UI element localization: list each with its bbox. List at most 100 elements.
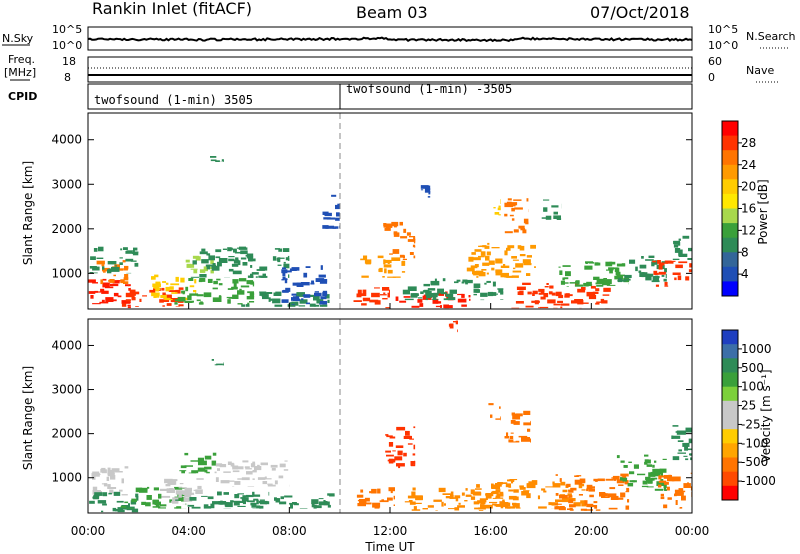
heatmap-cell xyxy=(651,477,657,480)
heatmap-cell xyxy=(465,494,472,497)
heatmap-cell xyxy=(606,284,616,286)
heatmap-cell xyxy=(513,489,519,493)
heatmap-cell xyxy=(655,275,659,279)
heatmap-cell xyxy=(272,256,277,261)
heatmap-cell xyxy=(120,279,125,284)
heatmap-cell xyxy=(660,496,665,500)
heatmap-cell xyxy=(191,470,199,474)
heatmap-cell xyxy=(259,291,267,293)
heatmap-cell xyxy=(260,462,268,466)
heatmap-cell xyxy=(644,454,649,457)
heatmap-cell xyxy=(466,267,475,272)
heatmap-cell xyxy=(185,300,194,303)
colorbar-swatch xyxy=(722,400,738,416)
heatmap-cell xyxy=(268,491,270,496)
heatmap-cell xyxy=(596,285,604,287)
y-tick-label: 2000 xyxy=(51,222,82,236)
heatmap-cell xyxy=(530,244,536,249)
y-tick-label: 3000 xyxy=(51,383,82,397)
freq-ytick-bottom: 8 xyxy=(64,71,71,84)
heatmap-cell xyxy=(568,500,574,504)
heatmap-cell xyxy=(111,266,120,272)
heatmap-cell xyxy=(394,456,403,461)
heatmap-cell xyxy=(91,472,100,477)
heatmap-cell xyxy=(187,504,195,507)
heatmap-cell xyxy=(595,302,600,305)
heatmap-cell xyxy=(245,254,251,257)
heatmap-cell xyxy=(155,286,159,292)
heatmap-cell xyxy=(174,486,183,490)
heatmap-cell xyxy=(112,280,120,284)
heatmap-cell xyxy=(395,296,399,301)
heatmap-cell xyxy=(654,460,657,463)
velocity-heatmap xyxy=(89,320,692,513)
colorbar-tick-label: 28 xyxy=(741,136,756,150)
heatmap-cell xyxy=(403,296,411,298)
heatmap-cell xyxy=(392,276,401,278)
heatmap-cell xyxy=(532,290,538,295)
heatmap-cell xyxy=(282,267,286,270)
heatmap-cell xyxy=(161,287,165,291)
heatmap-cell xyxy=(372,502,381,508)
heatmap-cell xyxy=(584,265,593,270)
heatmap-cell xyxy=(274,304,283,307)
heatmap-cell xyxy=(92,486,98,492)
heatmap-cell xyxy=(309,303,316,307)
heatmap-cell xyxy=(478,255,485,258)
heatmap-cell xyxy=(478,272,486,277)
heatmap-cell xyxy=(445,496,454,499)
heatmap-cell xyxy=(305,266,311,268)
heatmap-cell xyxy=(435,305,441,308)
heatmap-cell xyxy=(123,247,128,250)
heatmap-cell xyxy=(283,278,288,280)
heatmap-cell xyxy=(605,261,613,267)
heatmap-cell xyxy=(420,185,429,189)
heatmap-cell xyxy=(468,295,471,298)
heatmap-cell xyxy=(234,494,240,499)
heatmap-cell xyxy=(200,301,203,305)
freq-strip: Freq. [MHz] 18 8 60 0 Nave xyxy=(4,53,778,84)
heatmap-cell xyxy=(481,269,487,271)
heatmap-cell xyxy=(677,241,681,246)
heatmap-cell xyxy=(445,293,454,297)
heatmap-cell xyxy=(207,496,214,500)
colorbar-swatch xyxy=(722,330,738,345)
heatmap-cell xyxy=(184,494,192,497)
heatmap-cell xyxy=(318,501,325,506)
heatmap-cell xyxy=(512,415,521,420)
heatmap-cell xyxy=(393,495,395,500)
heatmap-cell xyxy=(476,492,482,494)
heatmap-cell xyxy=(559,478,562,482)
heatmap-cell xyxy=(526,255,532,258)
y-tick-label: 3000 xyxy=(51,177,82,191)
heatmap-cell xyxy=(485,493,492,497)
heatmap-cell xyxy=(569,282,578,284)
colorbar-tick-label: 1000 xyxy=(741,342,772,356)
heatmap-cell xyxy=(407,239,416,242)
heatmap-cell xyxy=(624,274,632,278)
heatmap-cell xyxy=(442,278,446,282)
heatmap-cell xyxy=(495,258,503,264)
velocity-frame xyxy=(87,318,693,514)
heatmap-cell xyxy=(678,449,682,452)
colorbar-swatch xyxy=(722,121,738,137)
heatmap-cell xyxy=(227,247,232,252)
heatmap-cell xyxy=(461,492,465,496)
heatmap-cell xyxy=(252,494,261,497)
heatmap-cell xyxy=(199,251,208,255)
heatmap-cell xyxy=(105,297,114,302)
heatmap-cell xyxy=(676,430,686,435)
heatmap-cell xyxy=(327,299,330,303)
heatmap-cell xyxy=(92,303,101,305)
heatmap-cell xyxy=(464,279,473,284)
heatmap-cell xyxy=(637,473,646,476)
heatmap-cell xyxy=(458,502,461,505)
colorbar-swatch xyxy=(722,443,738,458)
heatmap-cell xyxy=(413,238,416,244)
heatmap-cell xyxy=(230,247,233,251)
heatmap-cell xyxy=(646,478,653,483)
heatmap-cell xyxy=(124,466,129,469)
heatmap-cell xyxy=(219,295,221,298)
heatmap-cell xyxy=(242,495,249,498)
heatmap-cell xyxy=(493,207,496,209)
